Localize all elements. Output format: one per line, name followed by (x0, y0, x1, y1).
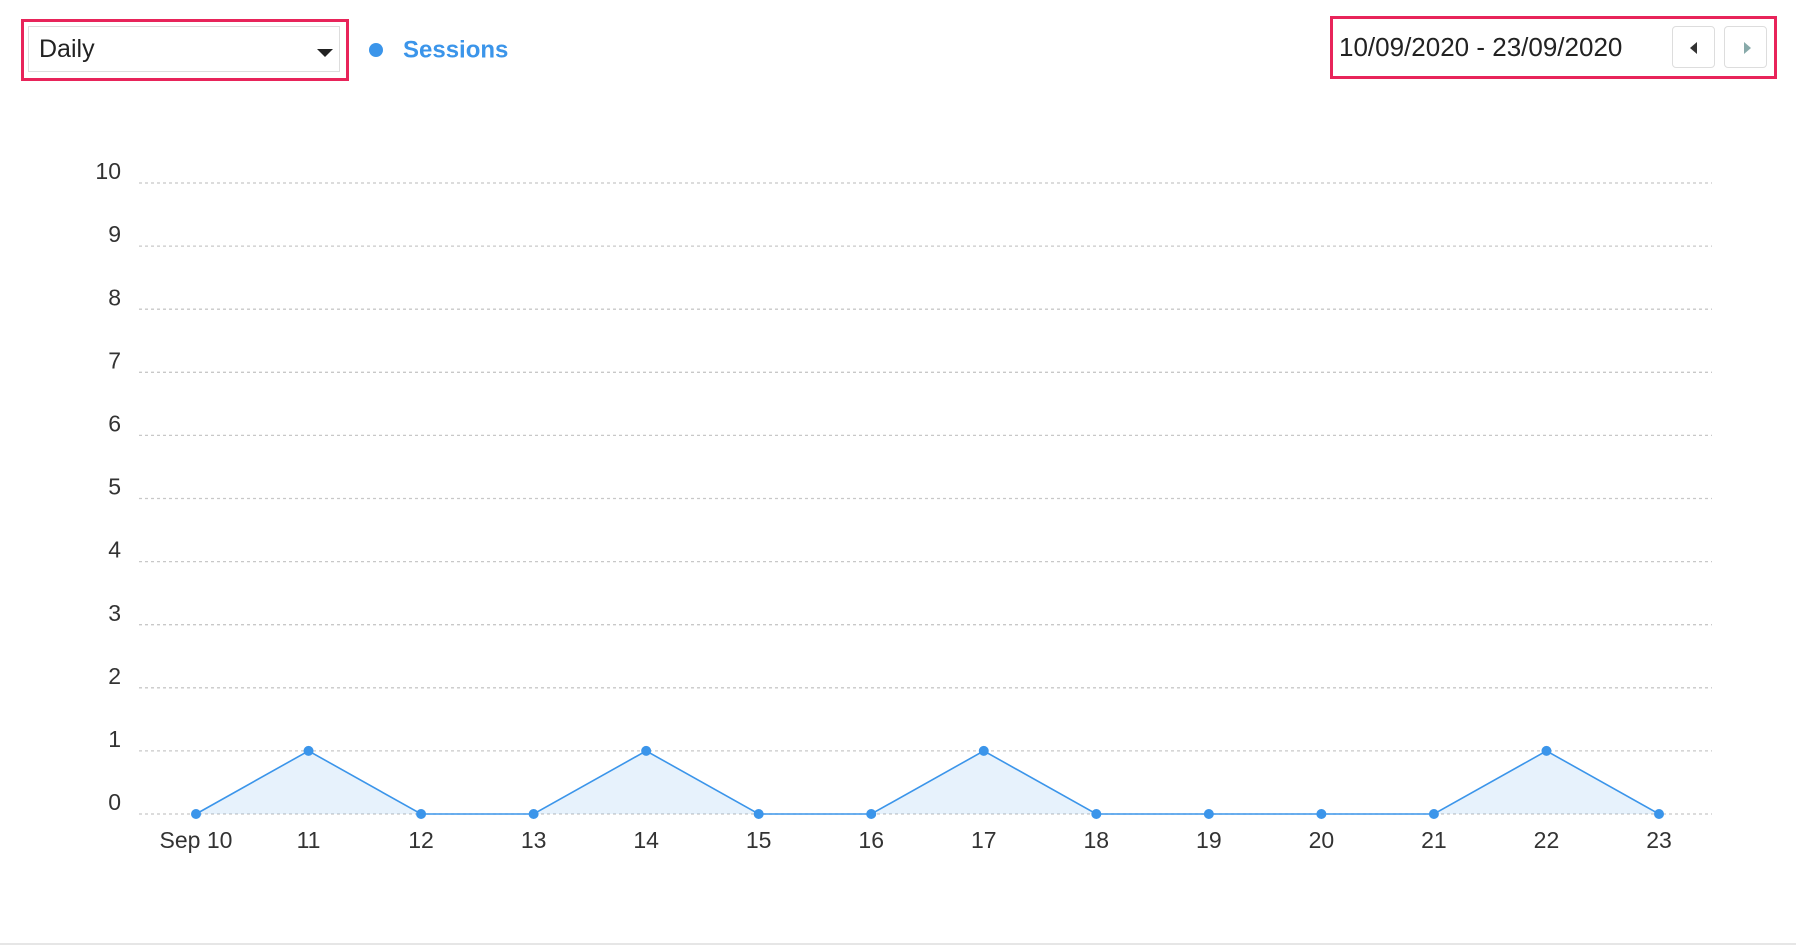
y-tick-label: 8 (108, 284, 121, 310)
x-tick-label: 21 (1421, 827, 1447, 853)
data-point (528, 809, 539, 819)
y-tick-label: 0 (108, 789, 121, 815)
data-point (191, 809, 201, 819)
x-tick-label: 15 (746, 827, 772, 853)
x-tick-label: 22 (1534, 827, 1560, 853)
interval-dropdown[interactable]: Daily (28, 26, 340, 72)
y-tick-label: 7 (108, 347, 121, 373)
x-tick-label: 14 (633, 827, 659, 853)
x-tick-label: 16 (858, 827, 884, 853)
legend-dot (369, 43, 383, 57)
x-tick-label: 17 (971, 827, 997, 853)
next-icon (1744, 42, 1751, 54)
data-point (1654, 809, 1664, 819)
x-tick-label: 23 (1646, 827, 1672, 853)
data-point (978, 745, 989, 756)
data-point (1541, 745, 1552, 756)
x-tick-label: 11 (297, 827, 321, 853)
x-tick-label: 20 (1309, 827, 1335, 853)
data-point (1316, 809, 1327, 819)
y-tick-label: 2 (108, 663, 121, 689)
data-point (866, 809, 877, 819)
data-point (1203, 809, 1214, 819)
y-tick-label: 5 (108, 474, 121, 500)
data-point (416, 809, 427, 819)
y-tick-label: 1 (108, 726, 121, 752)
x-tick-label: 18 (1084, 827, 1110, 853)
y-tick-label: 3 (108, 600, 121, 626)
x-tick-label: 19 (1196, 827, 1222, 853)
x-tick-label: 13 (521, 827, 547, 853)
data-point (303, 745, 314, 756)
x-tick-label: Sep 10 (160, 827, 233, 853)
data-point (753, 809, 764, 819)
prev-icon (1690, 42, 1697, 54)
line (195, 749, 1660, 815)
highlight-box: 10/09/2020 - 23/09/2020 (1330, 16, 1777, 79)
next-button[interactable] (1724, 26, 1767, 68)
highlight-box: Daily (21, 19, 349, 81)
dropdown-value: Daily (39, 34, 95, 63)
dropdown-caret (317, 49, 333, 57)
x-tick-label: 12 (408, 827, 434, 853)
data-point (641, 745, 652, 756)
y-tick-label: 9 (108, 221, 121, 247)
y-tick-label: 4 (108, 537, 121, 563)
legend-label: Sessions (403, 36, 508, 63)
y-tick-label: 10 (95, 158, 121, 184)
y-tick-label: 6 (108, 410, 121, 436)
data-point (1091, 809, 1102, 819)
prev-button[interactable] (1672, 26, 1715, 68)
data-point (1428, 809, 1439, 819)
date-range: 10/09/2020 - 23/09/2020 (1339, 32, 1623, 62)
bottom-divider (0, 943, 1796, 945)
